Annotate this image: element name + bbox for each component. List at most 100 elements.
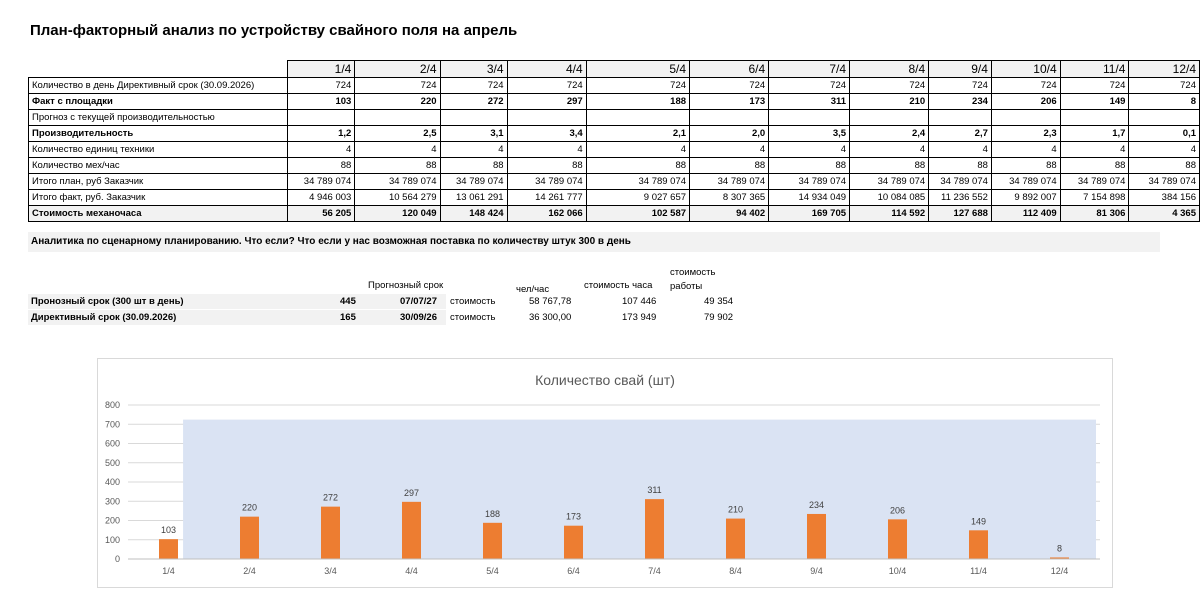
table-cell: 102 587 [585, 205, 691, 222]
table-cell: 220 [354, 93, 441, 110]
table-cell: 4 [585, 141, 691, 158]
row-label: Количество в день Директивный срок (30.0… [27, 77, 289, 94]
table-cell: 234 [928, 93, 992, 110]
data-label: 311 [647, 485, 661, 495]
bar [888, 519, 907, 559]
plan-area [183, 419, 1096, 559]
col-manhour-header: чел/час [516, 284, 550, 295]
bar [321, 506, 340, 559]
table-cell [768, 109, 851, 126]
data-label: 103 [161, 525, 176, 535]
data-label: 210 [728, 505, 743, 515]
page-title: План-факторный анализ по устройству свай… [30, 22, 518, 39]
x-tick-label: 6/4 [567, 566, 580, 576]
x-tick-label: 12/4 [1051, 566, 1069, 576]
x-tick-label: 5/4 [486, 566, 499, 576]
table-cell: 88 [1128, 157, 1200, 174]
bar [969, 530, 988, 559]
table-cell: 127 688 [928, 205, 992, 222]
table-cell [585, 109, 691, 126]
piles-chart: Количество свай (шт) 0 100 200 300 400 500 600… [97, 358, 1113, 588]
table-cell: 1,2 [287, 125, 356, 142]
bar [564, 525, 583, 559]
column-header: 9/4 [928, 60, 992, 78]
bar [159, 539, 178, 559]
table-cell: 724 [287, 77, 356, 94]
table-row: Прогноз с текущей производительностью [27, 109, 1200, 126]
data-label: 173 [566, 512, 581, 522]
scenario-row-days: 165 [340, 312, 356, 323]
table-row: Количество единиц техники 4 4 4 4 4 4 4 4 4 4 4 4 [27, 141, 1200, 158]
y-tick-label: 400 [105, 477, 120, 487]
table-cell: 724 [689, 77, 770, 94]
scenario-row-manhour: 58 767,78 [529, 296, 572, 307]
table-cell: 34 789 074 [1059, 173, 1130, 190]
table-row: Количество мех/час 88 88 88 88 88 88 88 88 88 88 88… [27, 157, 1200, 174]
scenario-row-work-cost: 49 354 [704, 296, 734, 307]
x-tick-label: 9/4 [810, 566, 823, 576]
scenario-heading: Аналитика по сценарному планированию. Чт… [28, 232, 1160, 252]
table-cell: 103 [287, 93, 356, 110]
table-cell: 173 [689, 93, 770, 110]
table-cell: 34 789 074 [506, 173, 587, 190]
table-cell: 9 892 007 [990, 189, 1061, 206]
column-header: 8/4 [849, 60, 930, 78]
table-cell: 34 789 074 [585, 173, 691, 190]
table-cell: 88 [990, 157, 1061, 174]
scenario-row-cost-label: стоимость [450, 312, 496, 323]
chart-title: Количество свай (шт) [535, 372, 675, 388]
row-label: Итого план, руб Заказчик [27, 173, 289, 190]
data-label: 206 [890, 505, 905, 515]
data-label: 234 [809, 500, 824, 510]
table-cell: 14 261 777 [506, 189, 587, 206]
table-cell: 120 049 [354, 205, 441, 222]
table-cell: 4 [689, 141, 770, 158]
row-label: Итого факт, руб. Заказчик [27, 189, 289, 206]
table-cell: 56 205 [287, 205, 356, 222]
table-cell [928, 109, 992, 126]
table-cell: 34 789 074 [1128, 173, 1200, 190]
table-cell: 162 066 [506, 205, 587, 222]
table-cell: 297 [506, 93, 587, 110]
table-cell: 8 307 365 [689, 189, 770, 206]
column-header: 3/4 [439, 60, 508, 78]
table-cell: 4 [768, 141, 851, 158]
piles-chart-svg: Количество свай (шт) 0 100 200 300 400 500 600… [105, 372, 1100, 576]
row-label: Производительность [27, 125, 289, 142]
table-cell: 206 [990, 93, 1061, 110]
bar [402, 501, 421, 559]
table-cell: 88 [439, 157, 508, 174]
table-cell: 112 409 [990, 205, 1061, 222]
table-cell: 88 [928, 157, 992, 174]
table-cell: 88 [1059, 157, 1130, 174]
x-tick-label: 10/4 [889, 566, 907, 576]
table-cell: 724 [990, 77, 1061, 94]
table-cell: 88 [506, 157, 587, 174]
table-cell: 724 [506, 77, 587, 94]
bar [240, 516, 259, 559]
table-cell: 2,5 [354, 125, 441, 142]
data-label: 188 [485, 509, 500, 519]
table-cell: 34 789 074 [849, 173, 930, 190]
table-cell: 3,5 [768, 125, 851, 142]
scenario-row-work-cost: 79 902 [704, 312, 734, 323]
table-cell: 4 [990, 141, 1061, 158]
scenario-row-hour-cost: 173 949 [622, 312, 657, 323]
table-cell: 2,7 [928, 125, 992, 142]
table-cell: 724 [439, 77, 508, 94]
table-cell: 4 [1128, 141, 1200, 158]
table-cell: 311 [768, 93, 851, 110]
table-cell: 272 [439, 93, 508, 110]
scenario-row-manhour: 36 300,00 [529, 312, 572, 323]
col-work-cost-header-1: стоимость [670, 267, 716, 278]
plan-fact-table: 1/4 2/4 3/4 4/4 5/4 6/4 7/4 8/4 9/4 10/4 11/4 12/4 К… [27, 60, 1200, 222]
table-cell: 188 [585, 93, 691, 110]
row-label: Прогноз с текущей производительностью [27, 109, 289, 126]
table-cell: 4 [928, 141, 992, 158]
table-cell: 4 [287, 141, 356, 158]
table-cell: 2,4 [849, 125, 930, 142]
y-tick-label: 300 [105, 496, 120, 506]
y-tick-label: 100 [105, 535, 120, 545]
col-forecast-header: Прогнозный срок [368, 280, 444, 291]
table-cell: 88 [849, 157, 930, 174]
